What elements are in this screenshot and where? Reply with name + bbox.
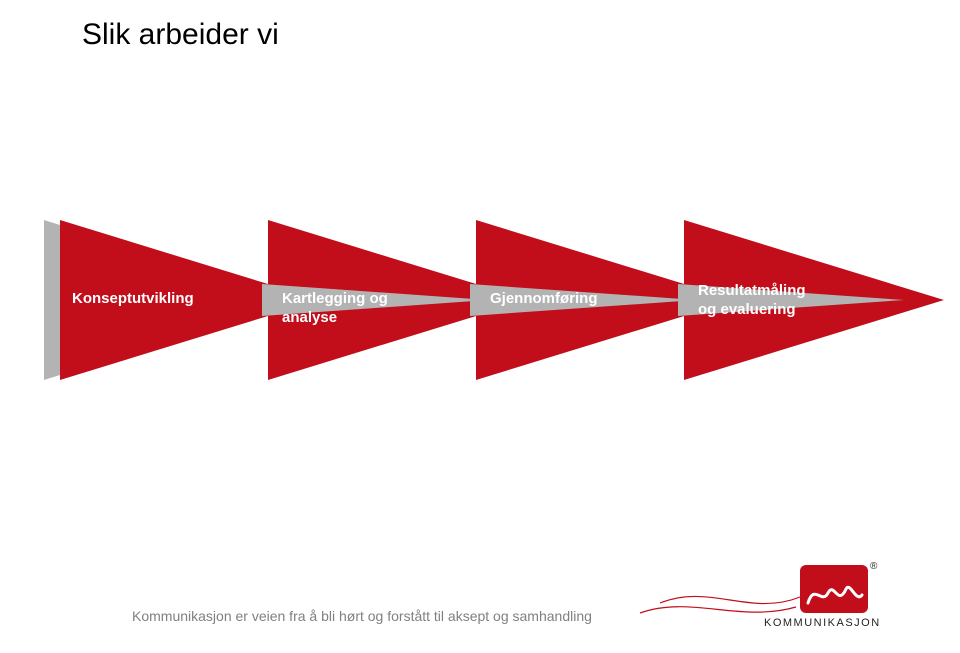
step-label-3: Gjennomføring [490, 290, 598, 309]
step-label-4: Resultatmåling og evaluering [698, 282, 806, 320]
footer-tagline: Kommunikasjon er veien fra å bli hørt og… [132, 608, 592, 624]
step-label-1: Konseptutvikling [72, 290, 194, 309]
logo-brand-text: KOMMUNIKASJON [764, 617, 881, 629]
logo-box-svg [800, 565, 868, 613]
page-title: Slik arbeider vi [82, 18, 279, 52]
registered-symbol: ® [870, 561, 877, 572]
logo-swoosh-2 [640, 607, 796, 613]
logo-box [800, 565, 868, 613]
step-label-2: Kartlegging og analyse [282, 290, 388, 328]
logo-swoosh-1 [660, 596, 800, 603]
